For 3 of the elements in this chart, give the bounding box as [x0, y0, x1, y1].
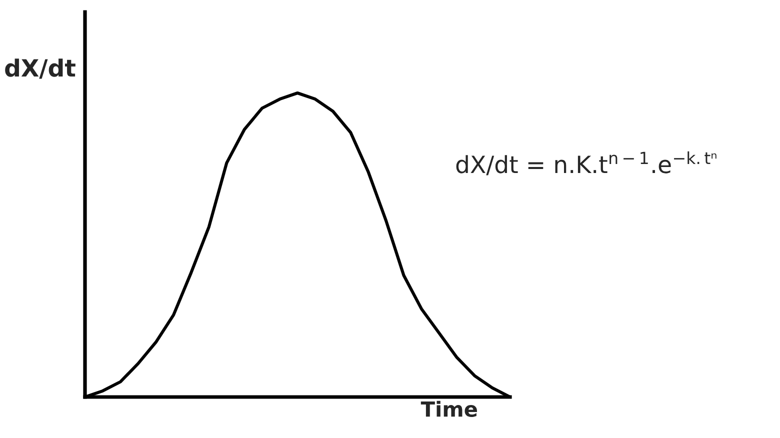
x-axis-title: Time [420, 400, 477, 417]
annotation: dX/dt = n.K.t$^{n−1}$.e$^{−k.tⁿ}$ [456, 151, 716, 176]
y-axis-title: dX/dt [5, 58, 76, 79]
